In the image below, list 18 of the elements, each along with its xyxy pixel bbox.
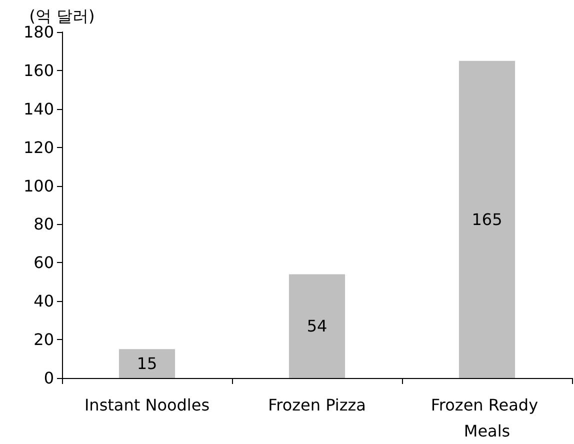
bar (458, 60, 516, 378)
data-label: 15 (136, 354, 158, 374)
x-tick-label: Instant Noodles (84, 396, 210, 414)
y-tick-label: 160 (23, 60, 54, 80)
data-label: 54 (306, 316, 328, 336)
y-tick-label: 120 (23, 138, 54, 157)
y-tick-label: 80 (34, 214, 54, 234)
bar (288, 274, 346, 378)
bar (118, 349, 176, 378)
y-tick-label: 0 (44, 368, 54, 388)
x-tick-label: Frozen Ready Meals (430, 396, 544, 440)
y-tick-label: 60 (34, 253, 54, 272)
y-tick-label: 100 (23, 176, 54, 196)
x-tick-label: Frozen Pizza (268, 396, 366, 414)
y-tick-label: 40 (34, 292, 54, 311)
data-label: 165 (472, 210, 502, 229)
y-tick-label: 140 (23, 99, 54, 118)
y-tick-label: 20 (34, 330, 54, 350)
